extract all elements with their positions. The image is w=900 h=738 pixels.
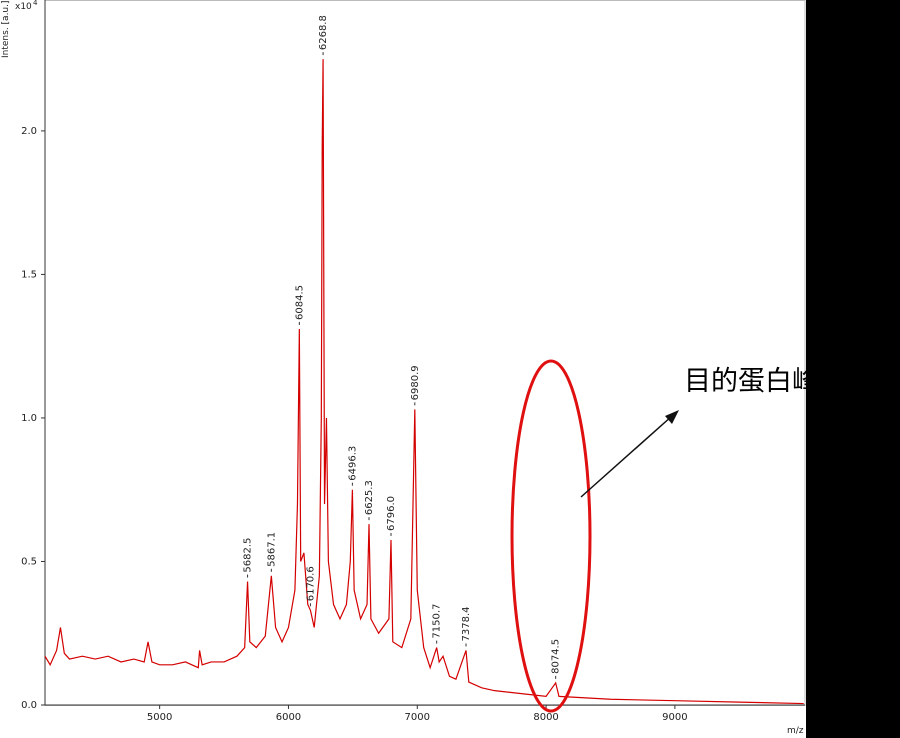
y-tick-label: 2.0 (21, 126, 37, 137)
highlight-ellipse (510, 359, 592, 713)
y-tick-label: 0.0 (21, 700, 37, 711)
peak-label: 6980.9 (410, 365, 421, 400)
y-tick-label: 1.0 (21, 413, 37, 424)
peak-label: 7150.7 (432, 604, 443, 639)
peak-label: 8074.5 (551, 639, 562, 674)
y-tick-label: 0.5 (21, 556, 37, 567)
plot: 0.0 0.5 1.0 1.5 2.0 5000 6000 7000 8000 9000 5682.… (21, 0, 806, 723)
x-tick-label: 5000 (147, 712, 172, 723)
peak-label: 6796.0 (386, 496, 397, 531)
peak-label: 5682.5 (243, 538, 254, 573)
y-multiplier-exponent: 4 (33, 0, 38, 7)
peak-label: 6170.6 (305, 566, 316, 601)
peak-label: 7378.4 (461, 606, 472, 641)
peak-label: 6625.3 (364, 480, 375, 515)
peak-label: 6268.8 (318, 15, 329, 50)
spectrum-line (44, 59, 804, 705)
annotation: 目的蛋白峰 (684, 366, 819, 397)
peak-label: 5867.1 (266, 532, 277, 567)
peak-label: 6496.3 (347, 446, 358, 481)
x-tick-label: 6000 (276, 712, 301, 723)
y-axis-label: Intens. [a.u.] (1, 0, 11, 58)
black-region (806, 0, 900, 738)
y-tick-label: 1.5 (21, 269, 37, 280)
x-tick-label: 7000 (405, 712, 430, 723)
arrow-line (580, 415, 673, 498)
x-axis-label: m/z (787, 726, 804, 736)
arrow-head (665, 410, 679, 424)
x-tick-label: 8000 (533, 712, 558, 723)
x-tick-label: 9000 (662, 712, 687, 723)
y-multiplier: x10 (15, 2, 32, 12)
peak-label: 6084.5 (294, 285, 305, 320)
